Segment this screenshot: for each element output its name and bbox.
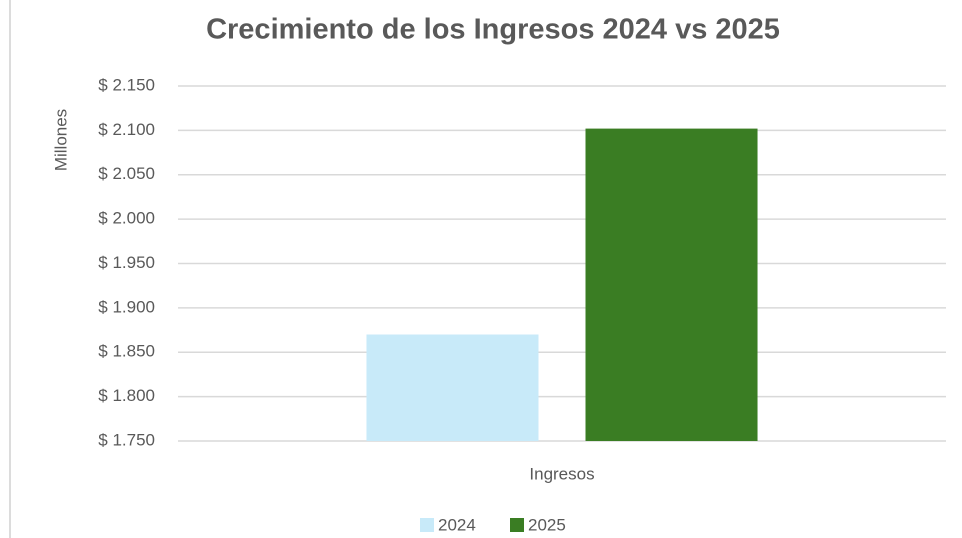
chart-title: Crecimiento de los Ingresos 2024 vs 2025 xyxy=(206,14,780,46)
y-tick-label: $ 1.900 xyxy=(98,297,155,316)
y-tick-label: $ 2.100 xyxy=(98,120,155,139)
bar xyxy=(585,128,758,441)
legend-swatch xyxy=(420,518,434,532)
y-tick-label: $ 1.850 xyxy=(98,342,155,361)
legend-swatch xyxy=(510,518,524,532)
legend-label: 2024 xyxy=(438,515,476,534)
y-tick-label: $ 2.000 xyxy=(98,209,155,228)
y-tick-label: $ 1.750 xyxy=(98,430,155,449)
y-axis-title: Millones xyxy=(51,109,70,171)
y-tick-label: $ 1.950 xyxy=(98,253,155,272)
bar xyxy=(366,334,539,441)
y-tick-label: $ 2.150 xyxy=(98,75,155,94)
y-tick-label: $ 1.800 xyxy=(98,386,155,405)
legend-label: 2025 xyxy=(528,515,566,534)
x-tick-label: Ingresos xyxy=(529,464,594,483)
y-tick-label: $ 2.050 xyxy=(98,164,155,183)
